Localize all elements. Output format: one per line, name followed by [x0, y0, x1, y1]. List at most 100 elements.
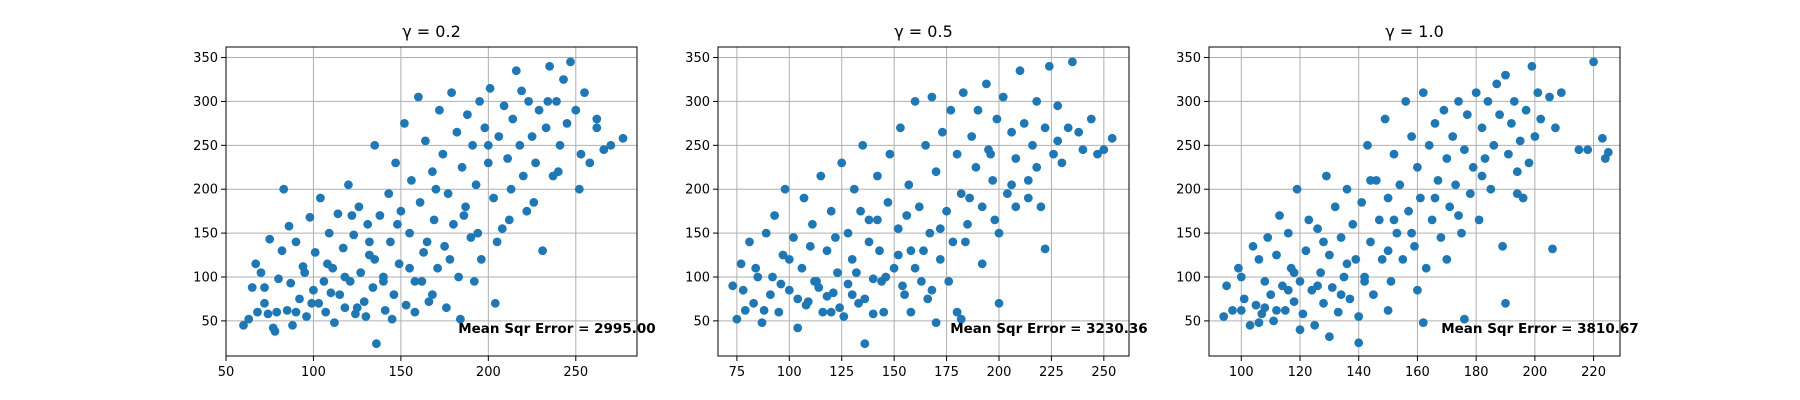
data-point: [471, 180, 481, 190]
data-point: [1442, 154, 1452, 163]
panel-title: γ = 1.0: [1385, 22, 1444, 41]
data-point: [401, 300, 411, 310]
mse-annotation: Mean Sqr Error = 3810.67: [1441, 321, 1638, 337]
y-tick-label: 50: [693, 314, 710, 329]
data-point: [992, 114, 1002, 124]
data-point: [732, 314, 742, 324]
data-point: [309, 285, 318, 295]
data-point: [263, 309, 273, 319]
x-tick-label: 100: [301, 365, 326, 380]
data-point: [1239, 294, 1249, 304]
data-point: [1057, 158, 1067, 168]
data-point: [1003, 189, 1012, 199]
data-point: [576, 149, 586, 159]
data-point: [1283, 228, 1293, 238]
data-point: [1383, 193, 1393, 203]
data-point: [1486, 184, 1496, 194]
data-point: [789, 233, 798, 242]
data-point: [1483, 97, 1493, 106]
data-point: [1345, 294, 1355, 304]
data-point: [793, 323, 803, 333]
data-point: [1383, 306, 1393, 315]
data-point: [606, 140, 616, 150]
data-point: [822, 246, 832, 256]
data-point: [274, 274, 283, 284]
y-tick-label: 350: [193, 51, 218, 66]
data-point: [977, 259, 987, 269]
data-point: [1339, 272, 1349, 282]
data-point: [973, 105, 983, 115]
data-point: [1040, 244, 1050, 254]
data-point: [302, 312, 311, 321]
data-point: [793, 294, 803, 304]
data-point: [1313, 224, 1322, 234]
data-point: [443, 189, 453, 199]
data-point: [1445, 202, 1455, 212]
data-point: [740, 306, 750, 315]
data-point: [847, 255, 857, 264]
data-point: [511, 66, 521, 76]
data-point: [1348, 219, 1358, 229]
y-tick-label: 300: [685, 95, 710, 110]
data-point: [452, 127, 462, 137]
plot-frame: [1208, 46, 1621, 357]
data-point: [1366, 176, 1375, 185]
scatter-panel-gamma-1.0: 100 120 140 160 180 200 220 50 100 150 200 250 300 35…: [1176, 22, 1638, 380]
data-point: [883, 198, 893, 207]
y-tick-label: 150: [685, 227, 710, 242]
data-point: [260, 298, 269, 308]
data-point: [761, 228, 771, 238]
data-point: [1556, 88, 1566, 97]
data-point: [310, 248, 320, 257]
data-point: [372, 339, 381, 349]
data-point: [757, 318, 767, 327]
mse-annotation: Mean Sqr Error = 2995.00: [458, 321, 655, 337]
data-point: [1377, 255, 1387, 264]
data-point: [1498, 241, 1507, 251]
data-point: [1477, 171, 1487, 181]
data-point: [1418, 88, 1428, 97]
data-point: [751, 263, 761, 273]
data-point: [314, 298, 324, 308]
data-point: [835, 303, 844, 313]
data-point: [1427, 215, 1437, 225]
data-point: [946, 105, 956, 115]
data-point: [1327, 283, 1337, 292]
data-point: [1357, 198, 1367, 207]
data-point: [463, 110, 472, 119]
data-point: [330, 318, 339, 327]
data-point: [1093, 149, 1102, 159]
x-tick-label: 160: [1405, 365, 1430, 380]
data-point: [361, 312, 371, 321]
data-point: [1266, 290, 1276, 299]
x-tick-label: 200: [987, 365, 1012, 380]
data-point: [1439, 105, 1449, 115]
plot-frame: [225, 46, 638, 357]
y-tick-label: 100: [1176, 270, 1201, 285]
data-point: [352, 303, 362, 313]
data-point: [1336, 290, 1346, 299]
data-point: [277, 246, 287, 256]
data-point: [1465, 189, 1475, 199]
data-point: [822, 291, 832, 301]
data-point: [457, 162, 467, 172]
data-point: [1275, 211, 1284, 220]
y-tick-label: 150: [1176, 227, 1201, 242]
data-point: [1325, 250, 1334, 260]
data-point: [766, 290, 775, 299]
data-point: [282, 306, 292, 315]
x-tick-label: 150: [388, 365, 413, 380]
data-point: [935, 224, 945, 234]
data-point: [843, 228, 853, 238]
data-point: [998, 92, 1008, 102]
data-point: [1603, 147, 1613, 157]
data-point: [541, 123, 551, 133]
y-tick-label: 200: [1176, 183, 1201, 198]
data-point: [1451, 180, 1460, 190]
data-point: [492, 237, 502, 247]
data-point: [431, 184, 441, 194]
data-point: [1236, 272, 1246, 282]
data-point: [818, 307, 828, 317]
data-point: [1269, 316, 1278, 326]
